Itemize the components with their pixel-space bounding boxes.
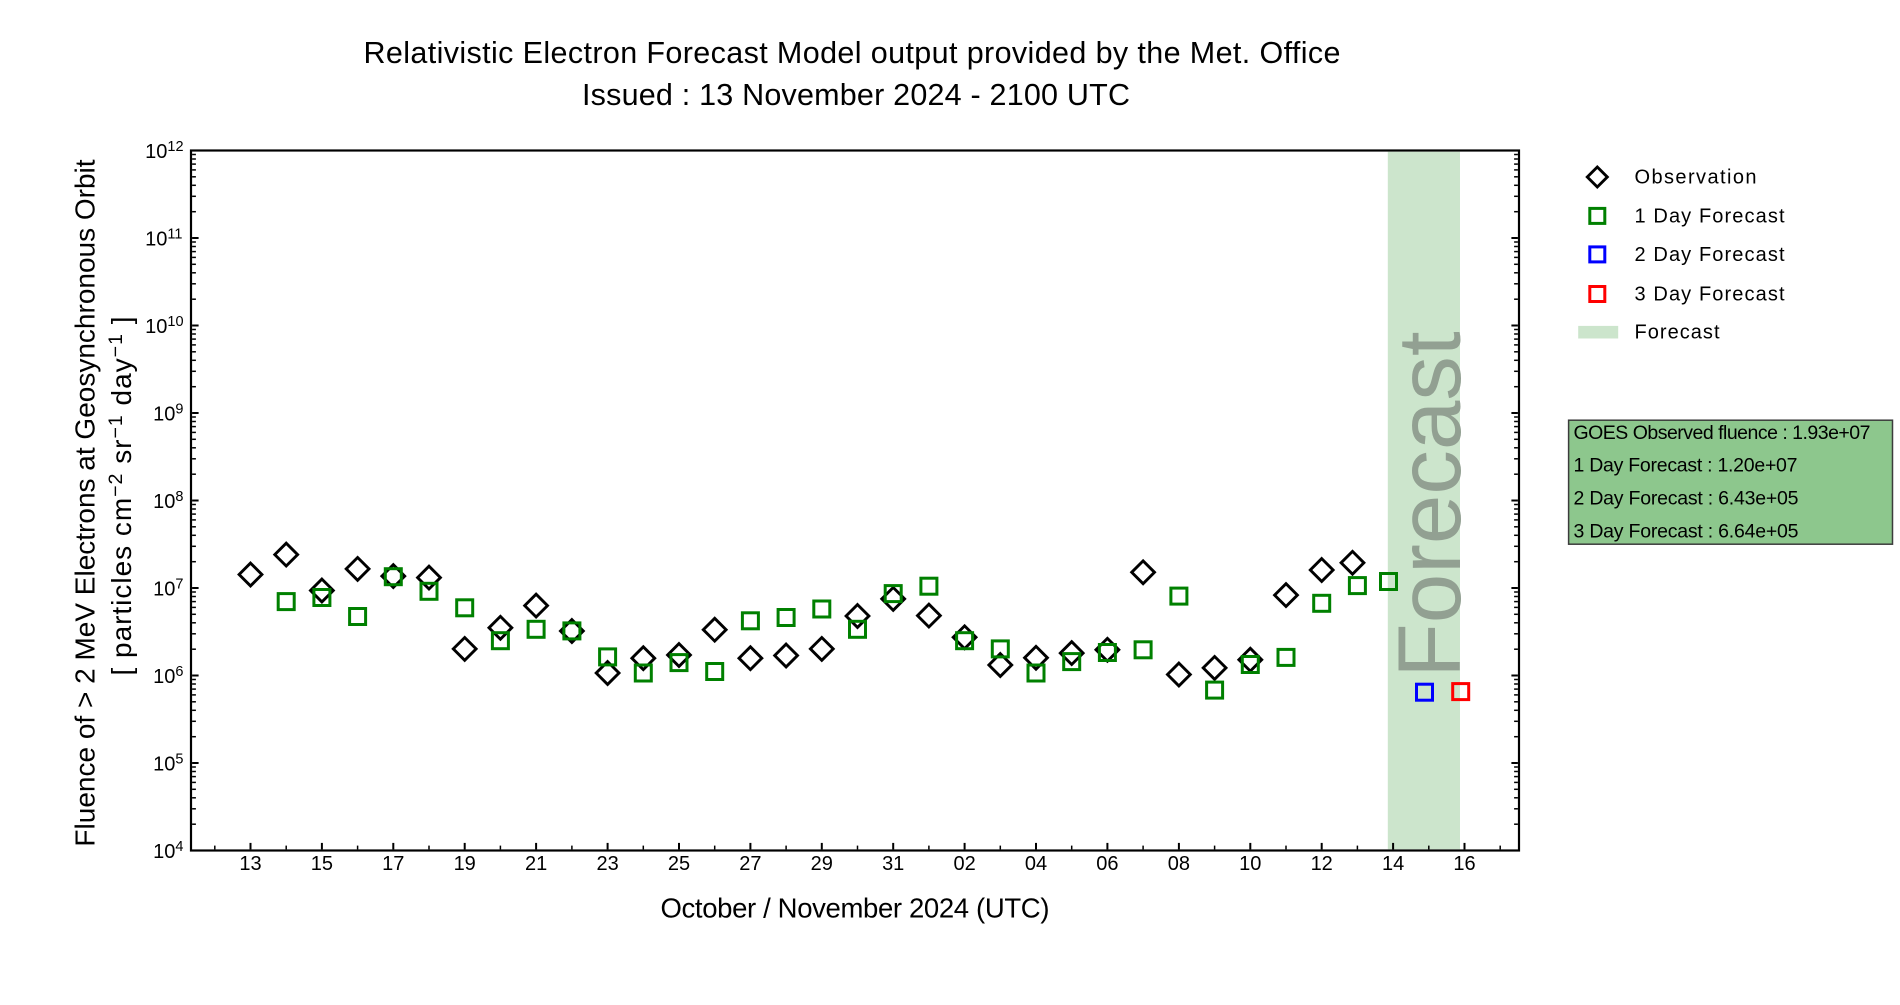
svg-text:1 Day Forecast : 1.20e+07: 1 Day Forecast : 1.20e+07 bbox=[1574, 455, 1798, 477]
svg-text:10: 10 bbox=[145, 229, 167, 251]
svg-text:7: 7 bbox=[175, 577, 183, 593]
svg-text:10: 10 bbox=[153, 841, 175, 863]
svg-text:12: 12 bbox=[1311, 853, 1333, 875]
svg-text:10: 10 bbox=[145, 316, 167, 338]
svg-text:19: 19 bbox=[454, 853, 476, 875]
svg-text:10: 10 bbox=[167, 314, 183, 330]
svg-text:16: 16 bbox=[1453, 853, 1475, 875]
svg-text:10: 10 bbox=[153, 754, 175, 776]
svg-text:9: 9 bbox=[175, 402, 183, 418]
svg-text:29: 29 bbox=[811, 853, 833, 875]
svg-text:Issued : 13 November 2024 - 21: Issued : 13 November 2024 - 2100 UTC bbox=[582, 78, 1130, 112]
svg-text:15: 15 bbox=[311, 853, 333, 875]
svg-text:10: 10 bbox=[153, 579, 175, 601]
svg-text:GOES Observed fluence : 1.93e+: GOES Observed fluence : 1.93e+07 bbox=[1574, 422, 1871, 444]
svg-text:8: 8 bbox=[175, 489, 183, 505]
svg-text:Relativistic Electron Forecast: Relativistic Electron Forecast Model out… bbox=[364, 36, 1341, 70]
svg-text:4: 4 bbox=[175, 839, 183, 855]
svg-text:1 Day Forecast: 1 Day Forecast bbox=[1635, 205, 1785, 227]
svg-text:October / November 2024 (UTC): October / November 2024 (UTC) bbox=[661, 893, 1050, 924]
svg-text:08: 08 bbox=[1168, 853, 1190, 875]
svg-text:10: 10 bbox=[1239, 853, 1261, 875]
svg-text:[ particles cm−2 sr−1 day−1 ]: [ particles cm−2 sr−1 day−1 ] bbox=[105, 317, 137, 676]
svg-text:17: 17 bbox=[382, 853, 404, 875]
svg-text:Fluence of > 2 MeV Electrons a: Fluence of > 2 MeV Electrons at Geosynch… bbox=[70, 159, 101, 846]
svg-text:Forecast: Forecast bbox=[1379, 331, 1479, 677]
svg-text:27: 27 bbox=[739, 853, 761, 875]
svg-text:11: 11 bbox=[167, 227, 182, 243]
svg-text:3 Day Forecast : 6.64e+05: 3 Day Forecast : 6.64e+05 bbox=[1574, 521, 1799, 543]
svg-text:06: 06 bbox=[1096, 853, 1118, 875]
svg-text:10: 10 bbox=[153, 404, 175, 426]
svg-text:2 Day Forecast : 6.43e+05: 2 Day Forecast : 6.43e+05 bbox=[1574, 488, 1799, 510]
svg-text:14: 14 bbox=[1382, 853, 1404, 875]
svg-text:2 Day Forecast: 2 Day Forecast bbox=[1635, 244, 1785, 266]
svg-text:13: 13 bbox=[239, 853, 261, 875]
svg-text:21: 21 bbox=[525, 853, 547, 875]
svg-text:02: 02 bbox=[953, 853, 975, 875]
svg-text:31: 31 bbox=[882, 853, 904, 875]
svg-text:25: 25 bbox=[668, 853, 690, 875]
svg-text:3 Day Forecast: 3 Day Forecast bbox=[1635, 283, 1785, 305]
svg-text:04: 04 bbox=[1025, 853, 1047, 875]
svg-text:12: 12 bbox=[167, 139, 183, 155]
svg-text:23: 23 bbox=[596, 853, 618, 875]
svg-text:5: 5 bbox=[175, 752, 183, 768]
svg-text:Observation: Observation bbox=[1635, 166, 1757, 188]
svg-text:6: 6 bbox=[175, 664, 183, 680]
svg-text:Forecast: Forecast bbox=[1635, 321, 1720, 343]
svg-text:10: 10 bbox=[153, 491, 175, 513]
svg-text:10: 10 bbox=[153, 666, 175, 688]
svg-text:10: 10 bbox=[145, 141, 167, 163]
